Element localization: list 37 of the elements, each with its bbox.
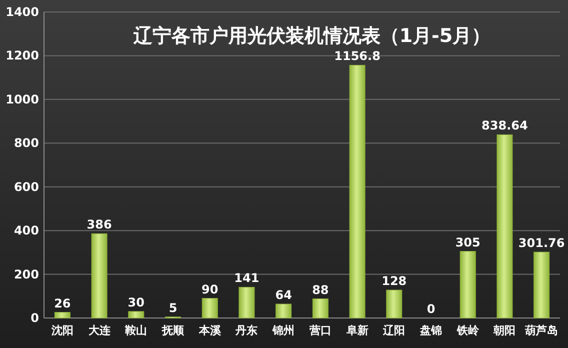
- title: 辽宁各市户用光伏装机情况表（1月-5月）: [133, 25, 491, 47]
- ytick: 200: [14, 267, 39, 282]
- xtick: 朝阳: [494, 324, 516, 337]
- data-label: 5: [168, 300, 178, 315]
- xtick: 铁岭: [456, 324, 479, 337]
- data-label: 26: [54, 296, 71, 310]
- data-label: 838.64: [482, 118, 528, 133]
- data-label: 88: [312, 282, 329, 297]
- data-label: 301.76: [518, 236, 565, 250]
- ytick: 1000: [6, 92, 39, 106]
- data-label: 305: [455, 235, 480, 250]
- data-label: 30: [128, 295, 144, 310]
- ytick: 0: [30, 311, 39, 325]
- xtick: 沈阳: [51, 324, 74, 337]
- ytick: 800: [14, 136, 39, 150]
- xtick: 盘锦: [420, 324, 442, 337]
- xtick: 丹东: [236, 324, 258, 337]
- xtick: 抚顺: [162, 324, 184, 337]
- xtick: 辽阳: [383, 324, 406, 337]
- data-label: 141: [234, 271, 260, 286]
- xtick: 大连: [88, 324, 110, 337]
- xtick: 营口: [309, 324, 332, 337]
- data-label: 0: [426, 302, 436, 316]
- ytick: 600: [14, 180, 39, 194]
- ytick: 1400: [6, 5, 39, 19]
- xtick: 阜新: [346, 324, 368, 337]
- ytick: 1200: [6, 48, 39, 63]
- data-label: 386: [86, 218, 112, 232]
- data-label: 128: [382, 274, 407, 288]
- xtick: 本溪: [198, 324, 221, 337]
- data-label: 90: [202, 282, 218, 296]
- xtick: 葫芦岛: [525, 324, 558, 337]
- data-label: 64: [275, 288, 292, 302]
- ytick: 400: [14, 224, 39, 238]
- data-label: 1156.8: [334, 49, 380, 64]
- xtick: 锦州: [272, 324, 295, 337]
- xtick: 鞍山: [125, 324, 148, 337]
